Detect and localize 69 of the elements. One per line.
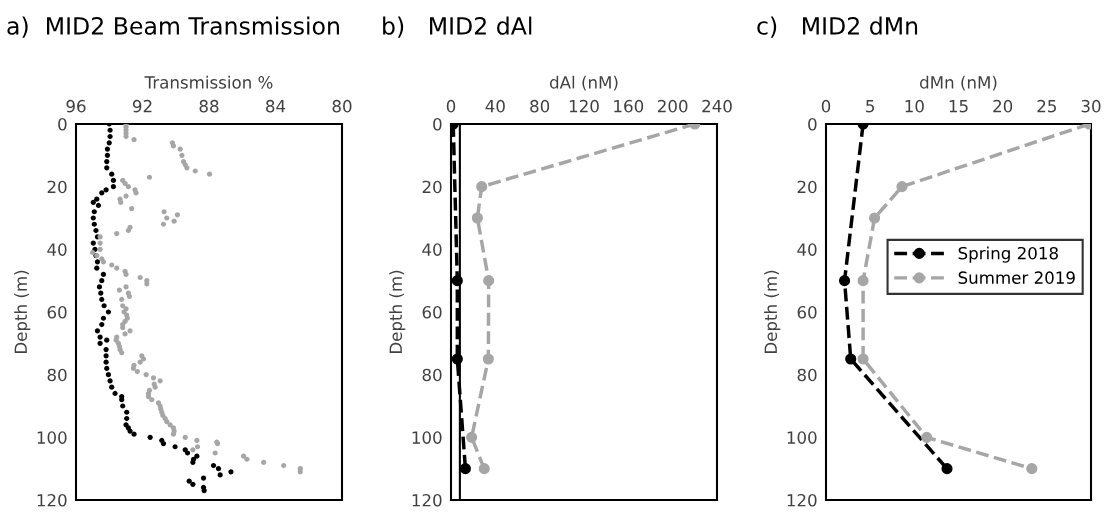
x-tick-label: 80 [530, 99, 550, 113]
x-tick-label: 160 [614, 99, 644, 113]
y-axis-title: Depth (m) [764, 270, 781, 354]
y-tick-label: 80 [47, 368, 67, 382]
x-tick-label: 10 [905, 99, 924, 113]
point [471, 212, 483, 224]
point [857, 353, 869, 365]
y-tick-label: 60 [47, 305, 67, 319]
y-tick-label: 60 [422, 305, 442, 319]
point [845, 353, 857, 365]
y-tick-label: 40 [797, 243, 817, 256]
point [478, 463, 490, 475]
x-tick-label: 96 [66, 99, 86, 113]
y-tick-label: 80 [797, 368, 817, 382]
x-tick-label: 40 [485, 99, 505, 113]
y-axis-title: Depth (m) [389, 270, 406, 354]
y-tick-label: 0 [808, 117, 817, 131]
y-tick-label: 100 [37, 431, 67, 444]
point [483, 275, 495, 287]
x-tick-label: 25 [1037, 99, 1056, 113]
y-tick-label: 20 [422, 180, 442, 194]
y-tick-label: 20 [47, 180, 67, 194]
x-tick-label: 20 [993, 99, 1013, 113]
x-tick-label: 80 [332, 99, 352, 113]
x-axis-title: dAl (nM) [549, 75, 618, 91]
point [451, 353, 463, 365]
y-tick-label: 0 [58, 117, 67, 131]
point [466, 431, 478, 443]
point [451, 275, 463, 287]
y-tick-label: 80 [422, 368, 442, 382]
y-tick-label: 120 [37, 493, 67, 507]
point [869, 212, 881, 224]
point [459, 463, 471, 475]
point [476, 181, 488, 193]
x-tick-label: 88 [199, 99, 219, 113]
x-tick-label: 120 [569, 99, 599, 113]
y-tick-label: 60 [797, 305, 817, 319]
point [838, 275, 851, 287]
chart-title: b) MID2 dAl [383, 16, 532, 38]
point [482, 353, 494, 365]
y-tick-label: 100 [787, 431, 817, 444]
y-tick-label: 120 [787, 493, 817, 507]
point [921, 431, 933, 443]
x-tick-label: 5 [866, 100, 875, 113]
y-tick-label: 100 [412, 431, 442, 444]
x-tick-label: 240 [702, 99, 732, 113]
legend-label: Summer 2019 [958, 271, 1075, 284]
y-axis-title: Depth (m) [14, 270, 31, 354]
point [1026, 463, 1038, 475]
point [896, 181, 908, 193]
chart-title: c) MID2 dMn [757, 16, 918, 38]
point [941, 463, 953, 475]
y-tick-label: 20 [797, 180, 817, 194]
x-axis-title: Transmission % [144, 75, 273, 89]
x-tick-label: 0 [821, 99, 831, 113]
x-tick-label: 15 [949, 100, 968, 113]
x-tick-label: 92 [132, 99, 152, 113]
x-tick-label: 30 [1081, 99, 1101, 113]
y-tick-label: 120 [412, 493, 442, 507]
legend-label: Spring 2018 [958, 246, 1058, 263]
x-tick-label: 0 [446, 99, 456, 113]
chart-title: a) MID2 Beam Transmission [7, 16, 339, 38]
x-axis-title: dMn (nM) [920, 75, 997, 91]
point [857, 275, 869, 287]
y-tick-label: 40 [422, 243, 442, 256]
x-tick-label: 200 [657, 99, 688, 113]
y-tick-label: 0 [433, 117, 442, 131]
y-tick-label: 40 [47, 243, 67, 256]
x-tick-label: 84 [266, 99, 286, 113]
